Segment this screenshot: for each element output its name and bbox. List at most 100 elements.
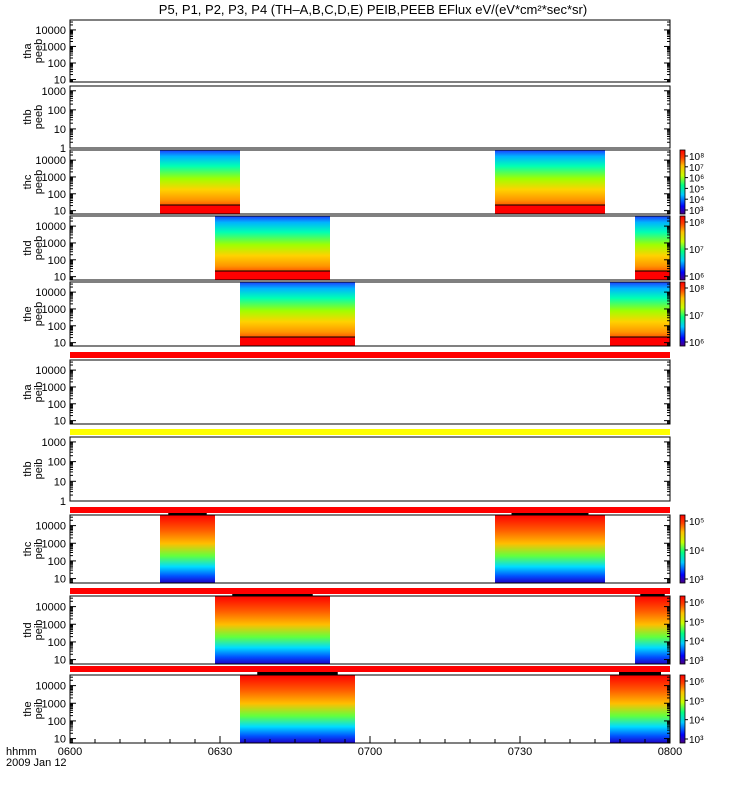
ytick-label-3-2: 100 bbox=[48, 255, 66, 267]
ytick-label-2-1: 1000 bbox=[42, 172, 66, 184]
flag-bar-0 bbox=[70, 352, 670, 358]
colorbar-9 bbox=[679, 674, 686, 744]
colorbar-label-2-5: 10³ bbox=[689, 206, 704, 217]
colorbar-label-9-2: 10⁴ bbox=[689, 716, 704, 727]
ytick-label-2-2: 100 bbox=[48, 189, 66, 201]
panel-frame-8 bbox=[69, 595, 671, 665]
flag-bar-3 bbox=[70, 588, 670, 594]
colorbar-label-3-2: 10⁶ bbox=[689, 272, 704, 283]
panel-4: 10000 1000 100 10 the peeb 10⁸ 10⁷ 10⁶ bbox=[22, 281, 704, 350]
colorbar-label-7-2: 10³ bbox=[689, 575, 704, 586]
ytick-label-7-2: 100 bbox=[48, 556, 66, 568]
colorbar-label-9-3: 10³ bbox=[689, 735, 704, 746]
panel-frame-5 bbox=[69, 359, 671, 425]
ytick-label-2-3: 10 bbox=[54, 206, 66, 218]
panel-label-bottom-5: peib bbox=[33, 382, 45, 403]
ytick-label-3-1: 1000 bbox=[42, 238, 66, 250]
ytick-label-5-0: 10000 bbox=[35, 365, 66, 377]
ytick-label-7-1: 1000 bbox=[42, 538, 66, 550]
ytick-label-4-2: 100 bbox=[48, 321, 66, 333]
ytick-label-8-3: 10 bbox=[54, 655, 66, 667]
panel-0: 10000 1000 100 10 tha peeb bbox=[22, 19, 671, 87]
panel-3: 10000 1000 100 10 thd peeb 10⁸ 10⁷ 10⁶ bbox=[22, 215, 704, 284]
ytick-label-0-3: 10 bbox=[54, 75, 66, 87]
xtick-label-2: 0700 bbox=[358, 746, 382, 758]
ytick-label-0-1: 1000 bbox=[42, 41, 66, 53]
panel-label-top-0: tha bbox=[22, 42, 34, 58]
ytick-label-2-0: 10000 bbox=[35, 155, 66, 167]
colorbar-label-9-1: 10⁵ bbox=[689, 696, 704, 707]
panel-7: 10000 1000 100 10 thc peib 10⁵ 10⁴ 10³ bbox=[22, 512, 704, 586]
segment-band-2-0 bbox=[160, 205, 240, 214]
colorbar-label-9-0: 10⁶ bbox=[689, 677, 704, 688]
colorbar-label-2-1: 10⁷ bbox=[689, 163, 704, 174]
segment-flag-8-0 bbox=[232, 593, 313, 596]
panel-frame-4 bbox=[69, 281, 671, 347]
ytick-label-7-0: 10000 bbox=[35, 521, 66, 533]
panel-label-bottom-4: peeb bbox=[33, 302, 45, 326]
segment-band-3-0 bbox=[215, 271, 330, 280]
flag-bars-group bbox=[70, 352, 670, 672]
xtick-label-3: 0730 bbox=[508, 746, 532, 758]
x-label-hhmm: hhmm bbox=[6, 746, 37, 758]
segment-7-1 bbox=[495, 515, 605, 583]
ytick-label-7-3: 10 bbox=[54, 574, 66, 586]
colorbar-label-4-1: 10⁷ bbox=[689, 311, 704, 322]
colorbar-8 bbox=[679, 595, 686, 665]
panel-frame-0 bbox=[69, 19, 671, 83]
chart-title: P5, P1, P2, P3, P4 (TH–A,B,C,D,E) PEIB,P… bbox=[159, 2, 587, 17]
colorbar-label-8-3: 10³ bbox=[689, 656, 704, 667]
ytick-label-6-3: 1 bbox=[60, 496, 66, 508]
colorbar-3 bbox=[679, 215, 686, 281]
ytick-label-6-1: 100 bbox=[48, 457, 66, 469]
colorbar-label-8-2: 10⁴ bbox=[689, 637, 704, 648]
segment-2-1 bbox=[495, 150, 605, 214]
colorbar-label-7-0: 10⁵ bbox=[689, 517, 704, 528]
flag-bar-1 bbox=[70, 429, 670, 435]
panel-label-top-1: thb bbox=[22, 109, 34, 124]
panel-label-bottom-2: peeb bbox=[33, 170, 45, 194]
ytick-label-5-2: 100 bbox=[48, 399, 66, 411]
panel-label-bottom-1: peeb bbox=[33, 105, 45, 129]
panel-6: 1000 100 10 1 thb peib bbox=[22, 436, 671, 508]
ytick-label-9-2: 100 bbox=[48, 716, 66, 728]
panel-label-top-7: thc bbox=[22, 541, 34, 556]
ytick-label-0-0: 10000 bbox=[35, 25, 66, 37]
ytick-label-4-3: 10 bbox=[54, 338, 66, 350]
segment-3-1 bbox=[635, 216, 670, 280]
panel-frame-3 bbox=[69, 215, 671, 281]
colorbar-2 bbox=[679, 149, 686, 215]
colorbar-label-2-4: 10⁴ bbox=[689, 195, 704, 206]
panel-label-bottom-7: peib bbox=[33, 539, 45, 560]
panel-label-bottom-0: peeb bbox=[33, 39, 45, 63]
segment-4-0 bbox=[240, 282, 355, 346]
panel-label-top-3: thd bbox=[22, 240, 34, 255]
ytick-label-8-2: 100 bbox=[48, 637, 66, 649]
segment-band-2-1 bbox=[495, 205, 605, 214]
colorbar-label-7-1: 10⁴ bbox=[689, 546, 704, 557]
segment-2-0 bbox=[160, 150, 240, 214]
colorbar-label-3-1: 10⁷ bbox=[689, 245, 704, 256]
colorbar-7 bbox=[679, 514, 686, 584]
ytick-label-5-1: 1000 bbox=[42, 382, 66, 394]
ytick-label-6-0: 1000 bbox=[42, 437, 66, 449]
segment-8-1 bbox=[635, 596, 670, 664]
ytick-label-5-3: 10 bbox=[54, 416, 66, 428]
ytick-label-1-2: 10 bbox=[54, 124, 66, 136]
ytick-label-9-1: 1000 bbox=[42, 698, 66, 710]
colorbar-label-8-1: 10⁵ bbox=[689, 617, 704, 628]
panel-label-bottom-9: peib bbox=[33, 699, 45, 720]
ytick-label-3-3: 10 bbox=[54, 272, 66, 284]
panel-label-top-5: tha bbox=[22, 383, 34, 399]
colorbar-label-2-3: 10⁵ bbox=[689, 184, 704, 195]
colorbar-label-3-0: 10⁸ bbox=[689, 218, 704, 229]
ytick-label-3-0: 10000 bbox=[35, 221, 66, 233]
ytick-label-9-0: 10000 bbox=[35, 681, 66, 693]
panel-label-top-6: thb bbox=[22, 461, 34, 476]
ytick-label-1-0: 1000 bbox=[42, 86, 66, 98]
ytick-label-4-1: 1000 bbox=[42, 304, 66, 316]
panel-frame-6 bbox=[69, 436, 671, 502]
